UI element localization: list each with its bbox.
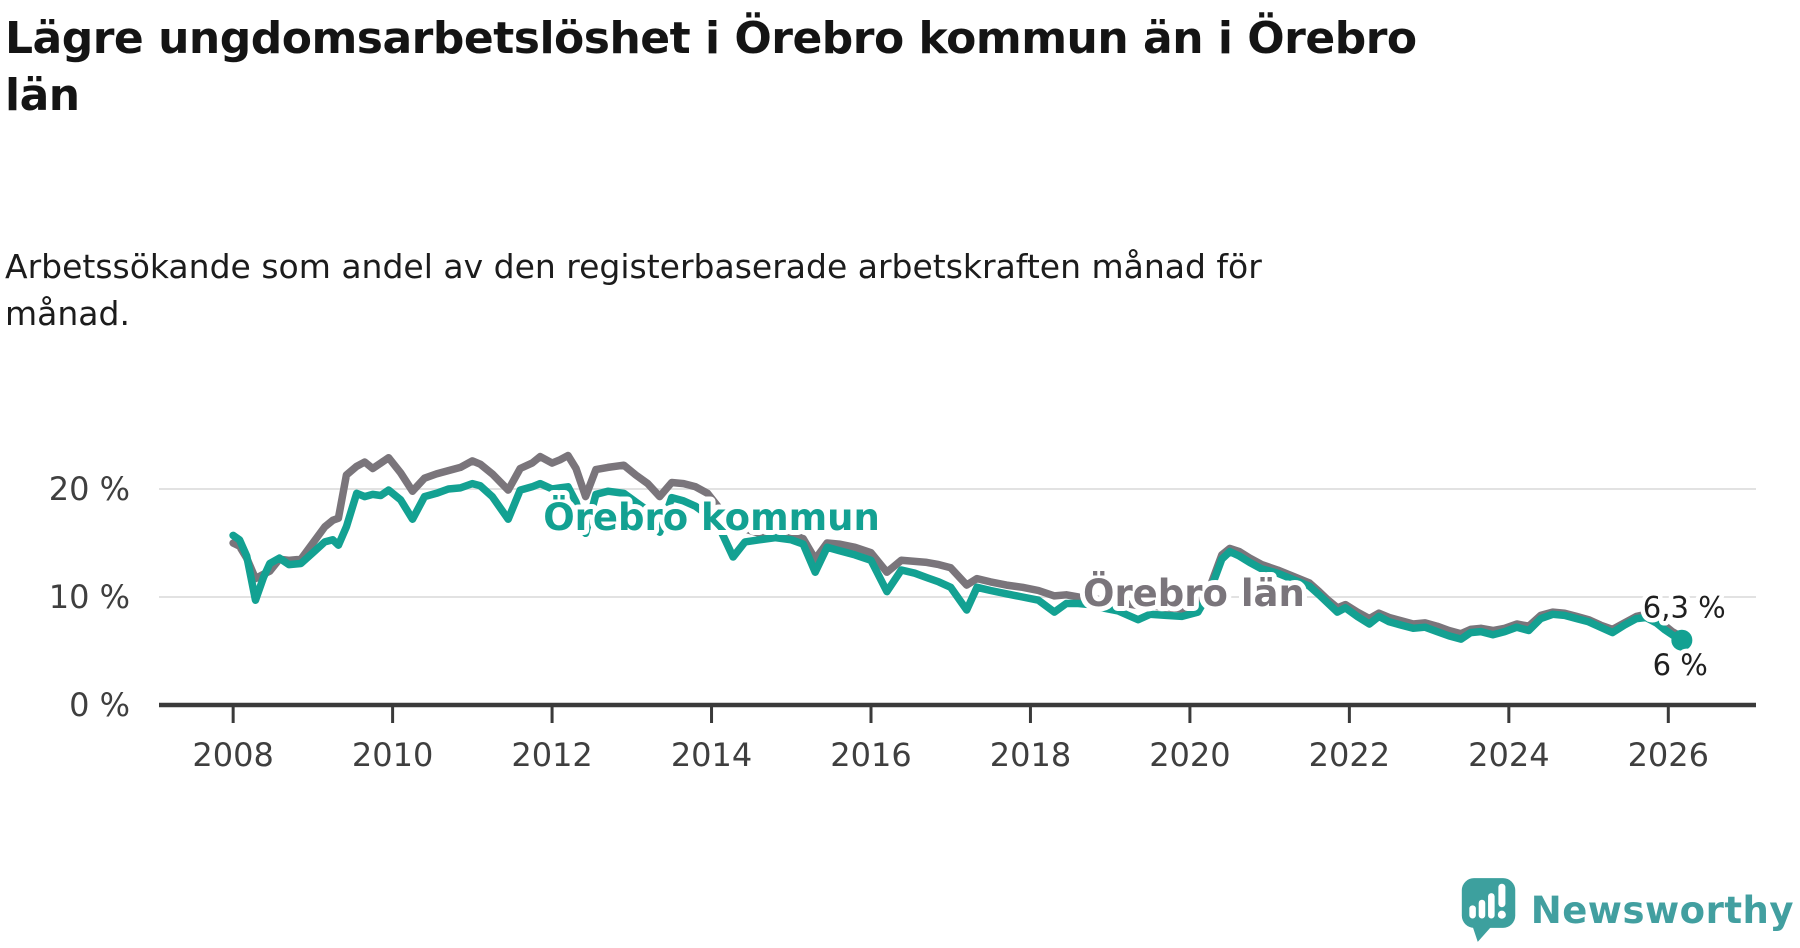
logo-bubble-tail bbox=[1471, 925, 1493, 942]
series-line-lan bbox=[229, 451, 1686, 641]
end-value-label-kommun: 6 % bbox=[1653, 648, 1708, 682]
logo-bar-1 bbox=[1469, 905, 1476, 919]
y-tick-label-0: 0 % bbox=[69, 686, 130, 724]
x-tick-label-2014: 2014 bbox=[671, 736, 752, 774]
x-tick-label-2022: 2022 bbox=[1309, 736, 1390, 774]
logo-bar-3 bbox=[1487, 893, 1495, 919]
series-label-kommun: Örebro kommun bbox=[543, 495, 880, 539]
series-end-dot-kommun bbox=[1671, 629, 1693, 651]
x-tick-label-2026: 2026 bbox=[1628, 736, 1709, 774]
series-label-lan: Örebro län bbox=[1083, 571, 1305, 615]
logo-bar-2 bbox=[1478, 899, 1485, 919]
chart-title: Lägre ungdomsarbetslöshet i Örebro kommu… bbox=[5, 13, 1417, 122]
x-tick-label-2016: 2016 bbox=[830, 736, 911, 774]
x-tick-label-2024: 2024 bbox=[1468, 736, 1549, 774]
newsworthy-logo-text: Newsworthy bbox=[1530, 888, 1794, 932]
x-tick-label-2012: 2012 bbox=[511, 736, 592, 774]
chart-subtitle: Arbetssökande som andel av den registerb… bbox=[5, 247, 1262, 333]
logo-exclamation-bar bbox=[1498, 883, 1506, 908]
x-tick-label-2020: 2020 bbox=[1149, 736, 1230, 774]
y-tick-label-10: 10 % bbox=[49, 578, 130, 616]
newsworthy-logo-icon bbox=[1461, 878, 1515, 942]
series-line-kommun bbox=[229, 479, 1686, 644]
y-tick-label-20: 20 % bbox=[49, 470, 130, 508]
end-value-label-lan: 6,3 % bbox=[1643, 590, 1726, 624]
logo-exclamation-dot bbox=[1497, 910, 1506, 919]
newsworthy-branding: Newsworthy bbox=[1459, 874, 1794, 946]
x-tick-label-2008: 2008 bbox=[192, 736, 273, 774]
x-tick-label-2010: 2010 bbox=[352, 736, 433, 774]
x-tick-label-2018: 2018 bbox=[990, 736, 1071, 774]
